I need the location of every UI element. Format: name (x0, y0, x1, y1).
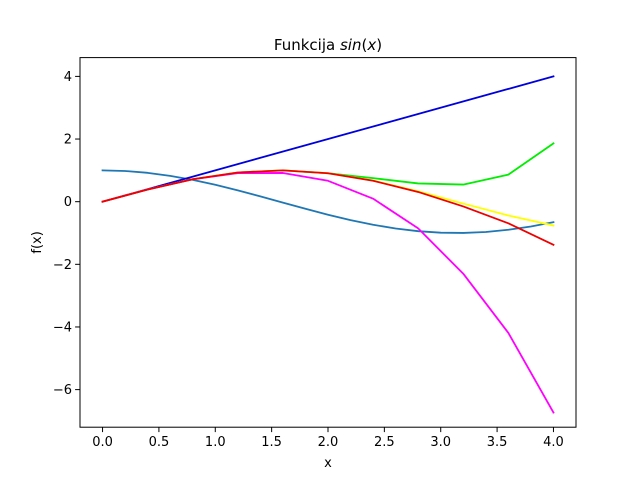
plot-area-frame (79, 57, 577, 428)
x-tick-label: 3.0 (430, 435, 451, 450)
x-tick-label: 1.0 (205, 435, 226, 450)
y-tick-label: 2 (64, 133, 72, 148)
x-tick-label: 1.5 (261, 435, 282, 450)
chart-title: Funkcija sin(x) (274, 36, 382, 54)
series-line-2 (101, 75, 555, 203)
chart-title-variable: x (366, 36, 376, 54)
y-axis-label: f(x) (30, 231, 45, 253)
y-tick-label: −6 (53, 383, 72, 398)
chart-title-close-paren: ) (376, 36, 382, 54)
y-axis-ticks: −6 −4 −2 0 2 4 (53, 70, 80, 398)
y-tick-label: −2 (53, 258, 72, 273)
x-tick-label: 2.0 (318, 435, 339, 450)
chart-title-prefix: Funkcija (274, 36, 340, 54)
x-axis-ticks: 0.0 0.5 1.0 1.5 2.0 2.5 3.0 3.5 4.0 (92, 427, 564, 450)
series-line-4 (101, 169, 555, 227)
x-tick-label: 2.5 (374, 435, 395, 450)
x-tick-label: 0.5 (149, 435, 170, 450)
y-tick-label: 4 (64, 70, 72, 85)
chart-title-open-paren: ( (361, 36, 367, 54)
x-axis-label: x (324, 456, 332, 471)
chart-title-math: sin (340, 36, 362, 54)
x-tick-label: 3.5 (487, 435, 508, 450)
series-line-6 (101, 169, 555, 246)
y-tick-label: 0 (64, 195, 72, 210)
series-line-1 (101, 169, 555, 234)
y-tick-label: −4 (53, 320, 72, 335)
x-tick-label: 4.0 (543, 435, 564, 450)
x-tick-label: 0.0 (92, 435, 113, 450)
series-lines (101, 75, 555, 414)
